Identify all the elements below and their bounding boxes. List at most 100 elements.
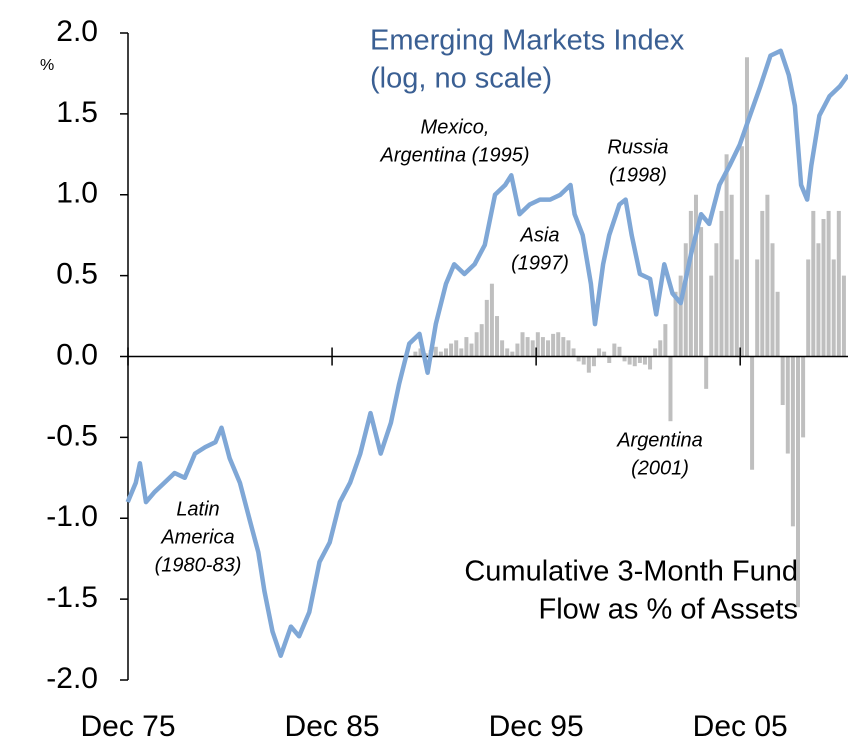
bar: [719, 210, 724, 357]
bar: [801, 356, 806, 438]
x-tick-label: Dec 05: [693, 710, 788, 743]
bar: [780, 356, 785, 406]
x-tick-label: Dec 85: [285, 710, 380, 743]
bar: [443, 348, 448, 357]
bar: [841, 275, 846, 357]
bar: [678, 275, 683, 357]
series-label: Emerging Markets Index: [370, 25, 685, 57]
series-label: (log, no scale): [370, 63, 552, 95]
annotation: Mexico,: [421, 116, 490, 138]
bar: [785, 356, 790, 454]
bar: [551, 333, 556, 357]
bar: [836, 210, 841, 357]
annotation: Latin: [176, 498, 219, 520]
bar: [744, 57, 749, 357]
bar: [418, 348, 423, 357]
y-tick-label: -1.0: [46, 500, 98, 533]
bar: [688, 210, 693, 357]
x-tick-label: Dec 95: [489, 710, 584, 743]
bar: [653, 348, 658, 357]
bar: [607, 356, 612, 363]
bar: [714, 243, 719, 357]
bar: [505, 348, 510, 357]
bar: [474, 332, 479, 357]
bar: [540, 337, 545, 357]
bar: [811, 210, 816, 357]
bar: [821, 219, 826, 357]
bar: [765, 194, 770, 357]
y-tick-label: -1.5: [46, 581, 98, 614]
bar: [724, 154, 729, 357]
bar: [750, 356, 755, 470]
bar: [464, 337, 469, 357]
bar: [617, 346, 622, 357]
annotation: (2001): [631, 457, 689, 479]
bar: [826, 210, 831, 357]
annotation: Asia: [520, 224, 560, 246]
bar: [796, 356, 801, 608]
bar: [770, 243, 775, 357]
y-tick-label: 2.0: [56, 15, 98, 48]
bar: [546, 340, 551, 357]
bar: [484, 299, 489, 357]
index-line: [125, 48, 848, 658]
y-tick-label: 1.0: [56, 177, 98, 210]
annotation: (1998): [609, 164, 667, 186]
bar: [591, 356, 596, 367]
annotation: (1980-83): [155, 554, 242, 576]
annotation: America: [160, 526, 234, 548]
unit-label: %: [40, 57, 54, 74]
annotation: (1997): [511, 252, 569, 274]
annotation: Argentina (1995): [380, 144, 530, 166]
series-label: Flow as % of Assets: [539, 594, 799, 626]
bar: [658, 340, 663, 357]
bar: [693, 194, 698, 357]
bar: [729, 194, 734, 357]
bar: [627, 356, 632, 365]
bar: [469, 343, 474, 357]
bar: [668, 356, 673, 422]
bar: [454, 340, 459, 357]
bar: [515, 343, 520, 357]
bar: [438, 351, 443, 357]
bar: [648, 356, 653, 370]
bar: [520, 332, 525, 357]
x-tick-label: Dec 75: [80, 710, 175, 743]
bar: [612, 343, 617, 357]
y-tick-label: 0.5: [56, 258, 98, 291]
bar: [530, 340, 535, 357]
bar: [704, 356, 709, 389]
bar: [622, 356, 627, 362]
bar: [755, 259, 760, 357]
bar: [831, 259, 836, 357]
bar: [479, 324, 484, 357]
bar: [806, 259, 811, 357]
bar: [495, 316, 500, 357]
bar: [739, 146, 744, 357]
bar: [581, 356, 586, 365]
bar: [775, 291, 780, 357]
bar: [566, 340, 571, 357]
bar: [790, 356, 795, 527]
bar: [571, 348, 576, 357]
bar: [489, 283, 494, 357]
bar: [500, 340, 505, 357]
bar: [632, 356, 637, 367]
y-tick-label: 0.0: [56, 338, 98, 371]
bar: [673, 291, 678, 357]
bar: [449, 343, 454, 357]
bar: [709, 275, 714, 357]
bar: [413, 351, 418, 357]
bar: [816, 243, 821, 357]
bar: [663, 324, 668, 357]
bar: [760, 210, 765, 357]
bar: [561, 337, 566, 357]
bar: [642, 356, 647, 365]
bar: [586, 356, 591, 373]
bar: [556, 332, 561, 357]
bar: [683, 243, 688, 357]
bar: [510, 351, 515, 357]
y-tick-label: -0.5: [46, 419, 98, 452]
bar: [602, 351, 607, 357]
